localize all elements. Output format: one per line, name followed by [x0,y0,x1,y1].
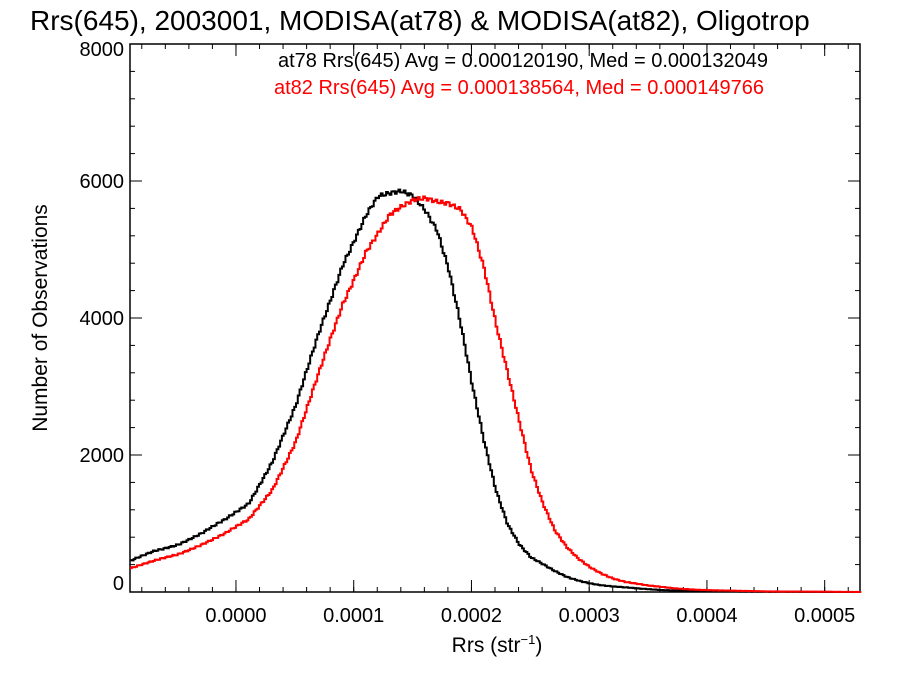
x-tick-label: 0.0002 [441,605,502,627]
x-axis-label-main: Rrs (str [452,634,521,657]
x-tick-label: 0.0000 [205,605,266,627]
x-tick-label: 0.0001 [323,605,384,627]
legend-entry-at78: at78 Rrs(645) Avg = 0.000120190, Med = 0… [278,50,768,72]
histogram-series-at82 [130,195,862,593]
histogram-series-at78 [130,188,862,593]
y-tick-label: 6000 [80,171,125,193]
x-axis-label: Rrs (str−1) [452,632,543,657]
chart-title: Rrs(645), 2003001, MODISA(at78) & MODISA… [30,5,810,36]
x-axis-label-close: ) [535,634,542,657]
y-axis: 0 2000 4000 6000 8000 [80,39,860,595]
x-axis-label-superscript: −1 [521,632,536,647]
x-tick-label: 0.0005 [794,605,855,627]
x-axis: 0.0000 0.0001 0.0002 0.0003 0.0004 0.0005 [141,44,855,627]
legend-entry-at82: at82 Rrs(645) Avg = 0.000138564, Med = 0… [274,77,764,99]
y-tick-label: 2000 [80,445,125,467]
y-tick-label: 8000 [80,39,125,61]
y-tick-label: 0 [113,573,124,595]
x-tick-label: 0.0003 [559,605,620,627]
series-group [130,188,862,593]
y-tick-label: 4000 [80,308,125,330]
x-tick-label: 0.0004 [676,605,737,627]
y-axis-label: Number of Observations [29,204,52,432]
